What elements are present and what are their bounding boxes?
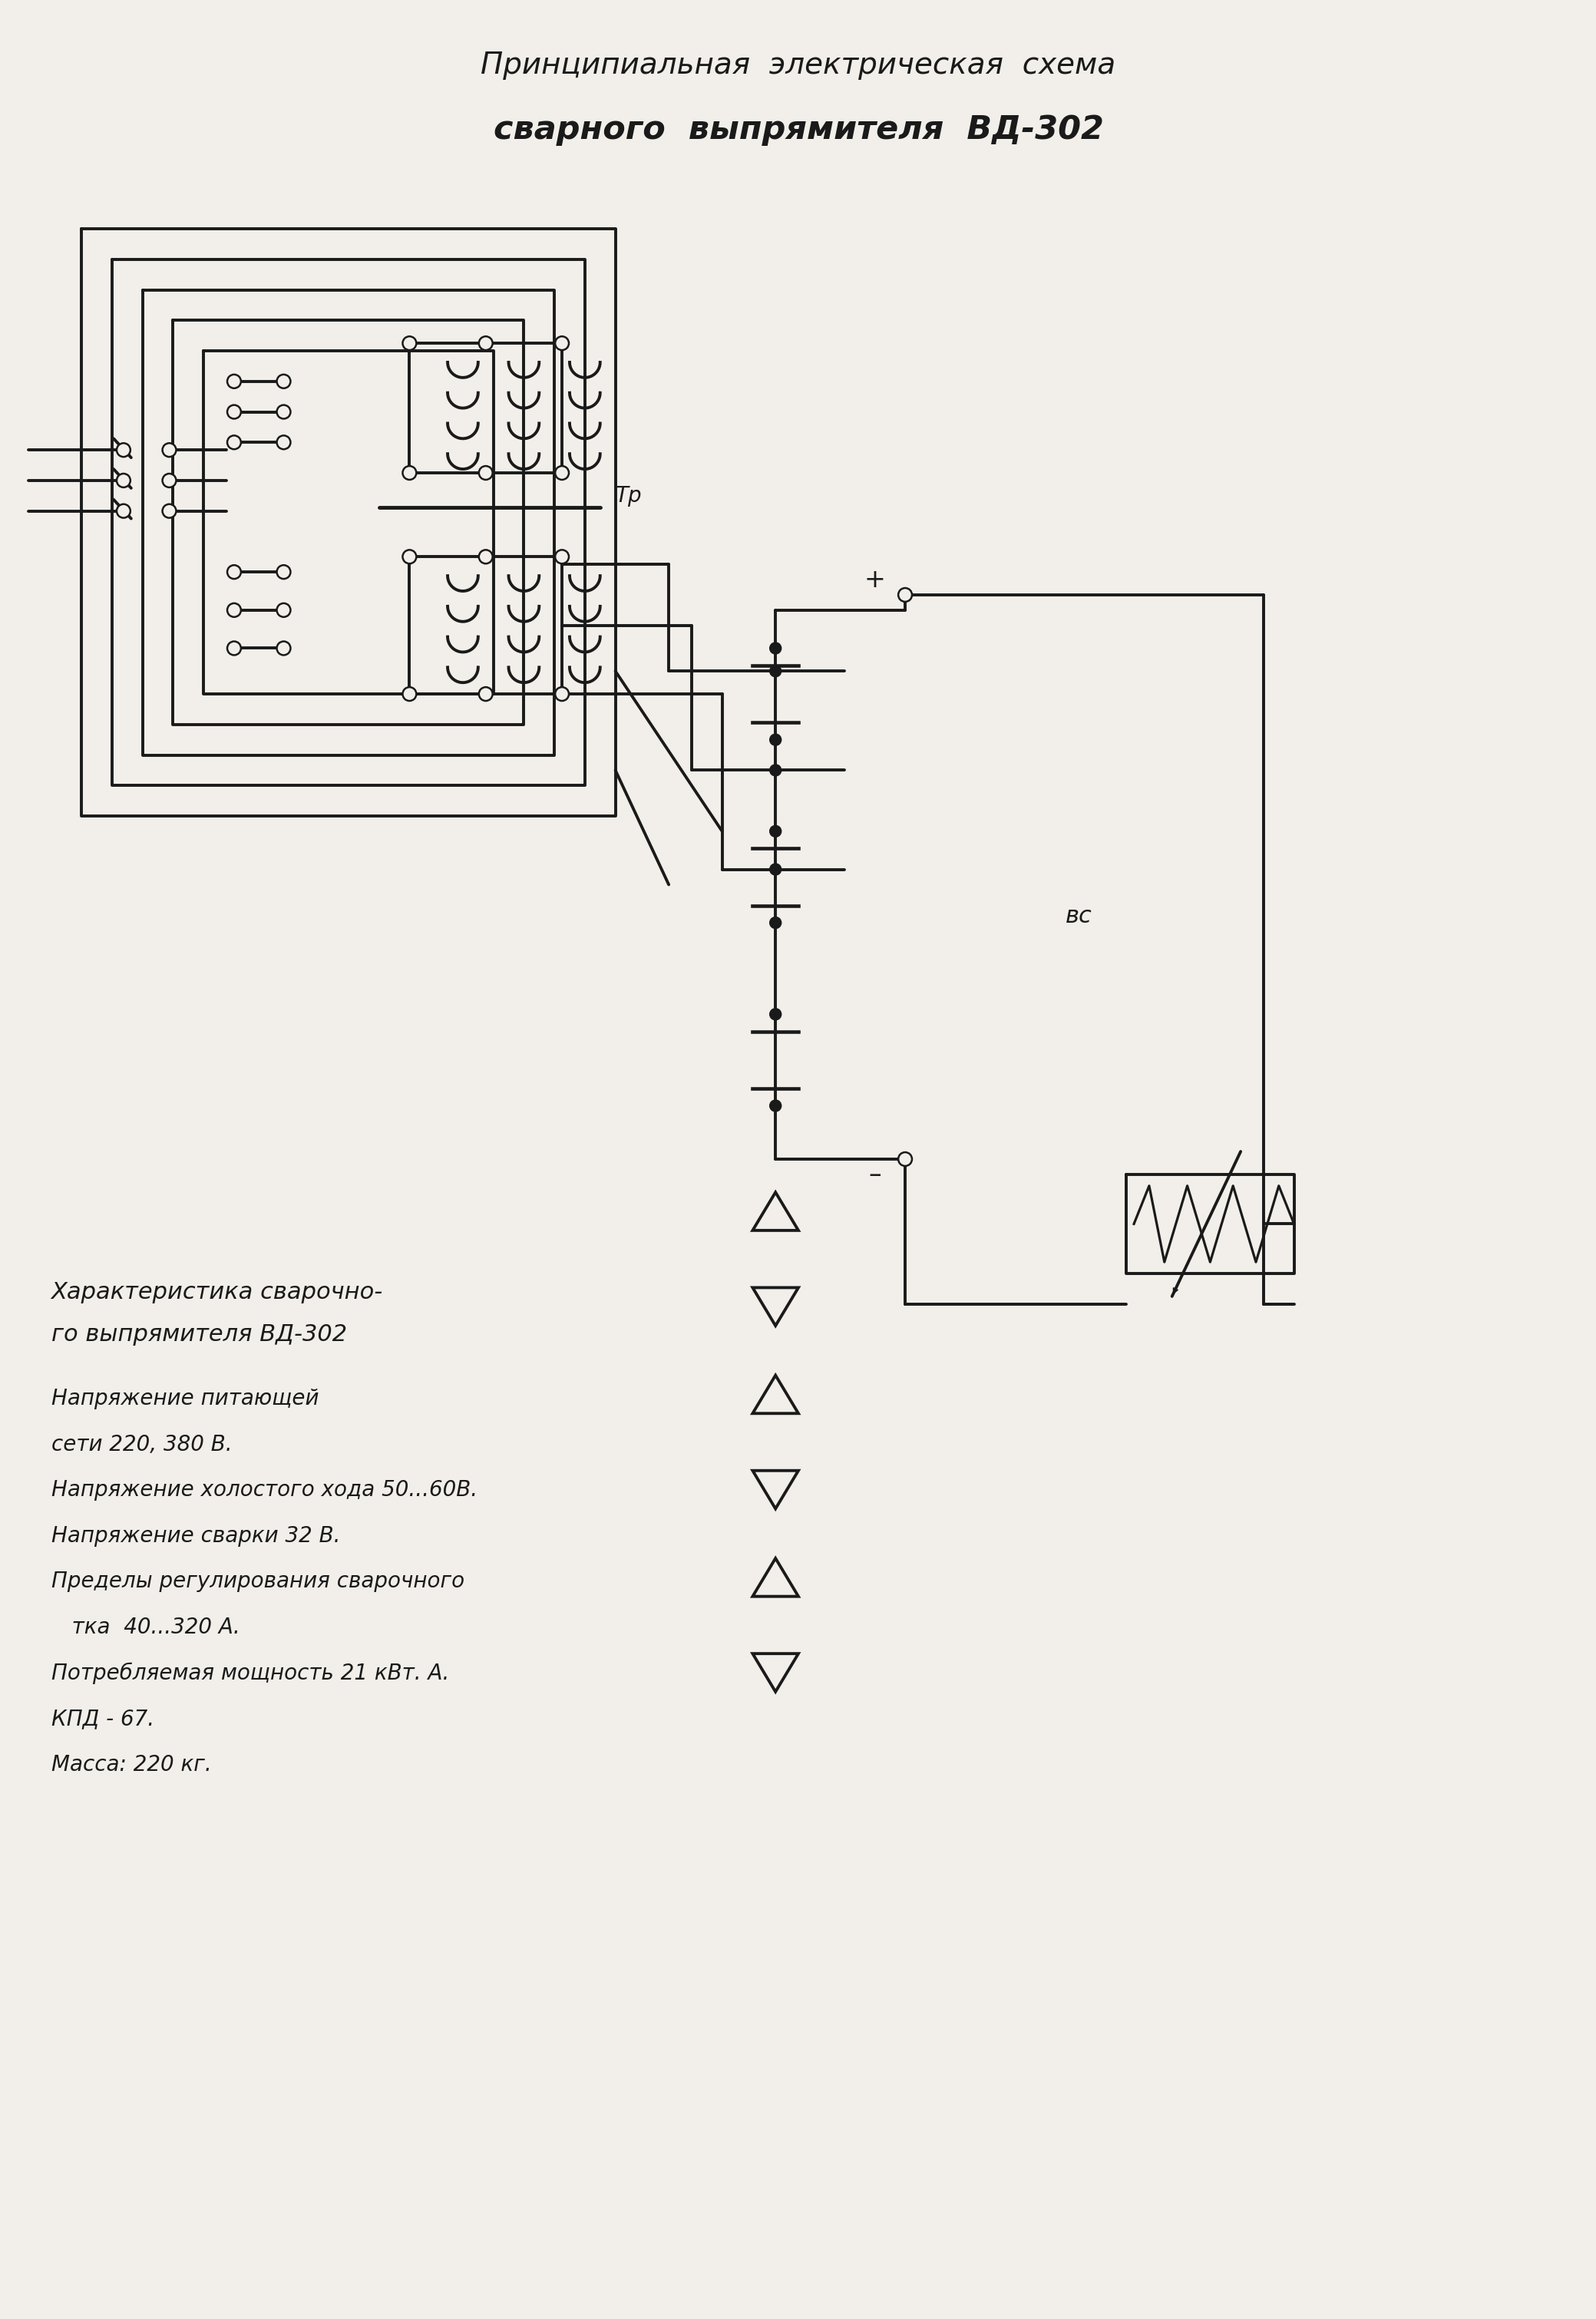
Circle shape (555, 466, 568, 480)
Circle shape (402, 466, 417, 480)
Circle shape (479, 336, 493, 350)
Polygon shape (753, 1558, 798, 1595)
Circle shape (402, 550, 417, 564)
Circle shape (276, 436, 290, 450)
Circle shape (163, 503, 176, 517)
Circle shape (555, 550, 568, 564)
Circle shape (771, 666, 780, 677)
Circle shape (276, 566, 290, 580)
Circle shape (117, 473, 131, 487)
Circle shape (555, 336, 568, 350)
Circle shape (479, 550, 493, 564)
Circle shape (402, 336, 417, 350)
Circle shape (276, 373, 290, 387)
Polygon shape (753, 1192, 798, 1231)
Circle shape (771, 642, 780, 654)
Circle shape (163, 443, 176, 457)
Text: Напряжение холостого хода 50...60В.: Напряжение холостого хода 50...60В. (51, 1480, 477, 1500)
Text: Характеристика сварочно-: Характеристика сварочно- (51, 1280, 383, 1303)
Circle shape (227, 642, 241, 654)
Text: Масса: 220 кг.: Масса: 220 кг. (51, 1753, 211, 1776)
Circle shape (899, 1153, 911, 1166)
Circle shape (771, 865, 780, 874)
Circle shape (227, 566, 241, 580)
Circle shape (771, 826, 780, 837)
Circle shape (117, 503, 131, 517)
Circle shape (276, 603, 290, 617)
Polygon shape (753, 1470, 798, 1510)
Text: Напряжение питающей: Напряжение питающей (51, 1387, 319, 1410)
Text: –: – (868, 1162, 881, 1187)
Text: Потребляемая мощность 21 кВт. А.: Потребляемая мощность 21 кВт. А. (51, 1663, 448, 1684)
Circle shape (479, 686, 493, 700)
Circle shape (227, 406, 241, 420)
Polygon shape (753, 1375, 798, 1412)
Text: сварного  выпрямителя  ВД-302: сварного выпрямителя ВД-302 (493, 114, 1103, 146)
Circle shape (771, 765, 780, 775)
Circle shape (771, 1009, 780, 1020)
Circle shape (402, 686, 417, 700)
Text: КПД - 67.: КПД - 67. (51, 1709, 155, 1730)
Text: +: + (863, 568, 886, 594)
Circle shape (555, 686, 568, 700)
Circle shape (227, 603, 241, 617)
Circle shape (771, 735, 780, 744)
Circle shape (227, 373, 241, 387)
Circle shape (771, 918, 780, 928)
Text: Принципиальная  электрическая  схема: Принципиальная электрическая схема (480, 51, 1116, 79)
Circle shape (276, 642, 290, 654)
Text: тка  40...320 А.: тка 40...320 А. (51, 1616, 239, 1637)
Text: Напряжение сварки 32 В.: Напряжение сварки 32 В. (51, 1526, 340, 1547)
Circle shape (276, 406, 290, 420)
Circle shape (227, 436, 241, 450)
Text: го выпрямителя ВД-302: го выпрямителя ВД-302 (51, 1324, 346, 1345)
Text: вс: вс (1065, 904, 1092, 928)
Text: Пределы регулирования сварочного: Пределы регулирования сварочного (51, 1570, 464, 1593)
Text: сети 220, 380 В.: сети 220, 380 В. (51, 1433, 231, 1454)
Circle shape (117, 443, 131, 457)
Text: Тр: Тр (616, 485, 642, 506)
Circle shape (771, 1102, 780, 1111)
Circle shape (163, 473, 176, 487)
Polygon shape (753, 1287, 798, 1326)
Circle shape (479, 466, 493, 480)
Circle shape (899, 589, 911, 601)
Polygon shape (753, 1653, 798, 1693)
